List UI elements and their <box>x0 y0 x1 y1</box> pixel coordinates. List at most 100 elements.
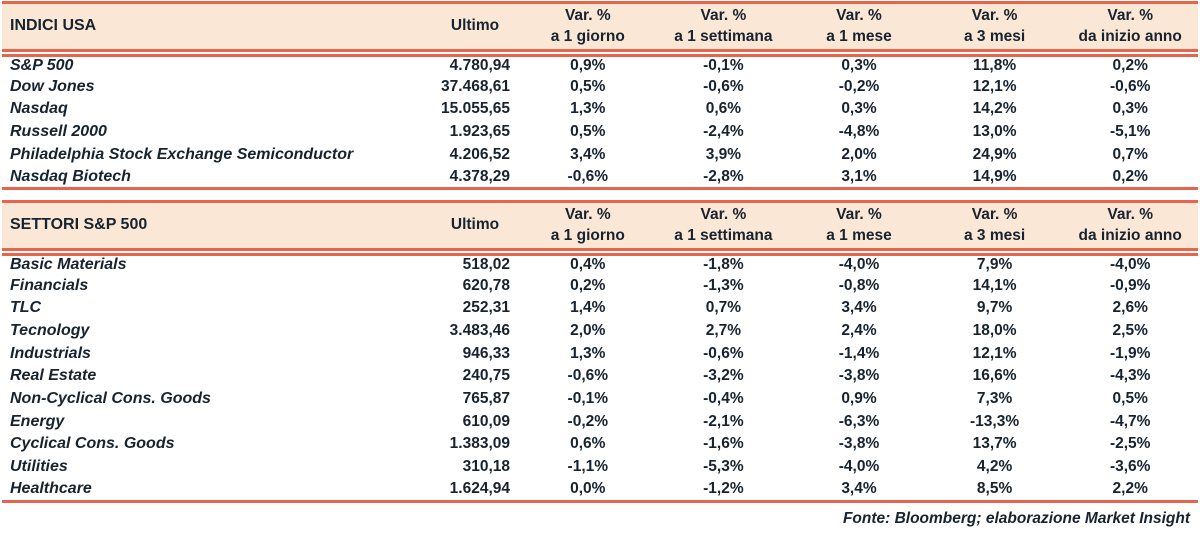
var-value: 0,4% <box>570 255 606 273</box>
ultimo-value: 3.483,46 <box>449 322 510 340</box>
var-value: -0,9% <box>1109 276 1151 294</box>
settori-sp500-body: Basic Materials 518,02 0,4% -1,8% -4,0% 7,9% -… <box>2 252 1198 503</box>
var-value: 14,2% <box>972 100 1017 118</box>
var-value: 8,5% <box>926 478 1063 503</box>
ultimo-value: 4.378,29 <box>430 165 520 191</box>
ultimo-value: 310,18 <box>462 458 510 476</box>
var-value: 3,9% <box>705 145 742 163</box>
table-row: TLC 252,31 1,4% 0,7% 3,4% 9,7% 2,6% <box>2 297 1198 320</box>
column-header-var-3-mesi: Var. % a 3 mesi <box>926 200 1063 256</box>
var-value: -4,0% <box>1109 255 1151 273</box>
row-name: Tecnology <box>10 322 90 340</box>
var-label: Var. % <box>971 206 1018 224</box>
var-value: -0,2% <box>838 77 880 95</box>
var-value: 0,7% <box>1112 145 1148 163</box>
var-value: 0,3% <box>841 56 877 74</box>
table-row: Healthcare 1.624,94 0,0% -1,2% 3,4% 8,5% 2,2% <box>2 478 1198 503</box>
var-value: 2,0% <box>841 145 877 163</box>
table-row: Dow Jones 37.468,61 0,5% -0,6% -0,2% 12,1% -0,… <box>2 75 1198 98</box>
row-name: TLC <box>10 299 42 317</box>
row-name: Nasdaq <box>10 100 68 118</box>
column-header-var-1-giorno: Var. % a 1 giorno <box>520 1 656 57</box>
row-name: Cyclical Cons. Goods <box>10 435 175 453</box>
var-value: 13,7% <box>972 435 1017 453</box>
var-value: 11,8% <box>973 56 1017 74</box>
var-value: -3,8% <box>838 435 880 453</box>
row-name: Real Estate <box>10 367 97 385</box>
var-value: 24,9% <box>972 145 1017 163</box>
period-label: a 3 mesi <box>963 28 1026 46</box>
var-value: 0,3% <box>1112 100 1148 118</box>
var-value: 0,2% <box>570 276 606 294</box>
table-row: Russell 2000 1.923,65 0,5% -2,4% -4,8% 13,0% -… <box>2 121 1198 144</box>
var-label: Var. % <box>564 7 611 25</box>
var-value: 0,2% <box>1112 56 1148 74</box>
var-label: Var. % <box>1107 206 1154 224</box>
var-value: 3,1% <box>791 165 927 191</box>
var-value: 4,2% <box>976 458 1013 476</box>
period-label: da inizio anno <box>1078 227 1182 245</box>
settori-sp500-header: SETTORI S&P 500 Ultimo Var. % a 1 giorno… <box>2 200 1198 256</box>
table-row: Nasdaq 15.055,65 1,3% 0,6% 0,3% 14,2% 0,3% <box>2 98 1198 121</box>
row-name: S&P 500 <box>10 56 74 74</box>
column-header-var-1-giorno: Var. % a 1 giorno <box>520 200 656 256</box>
table-row: Energy 610,09 -0,2% -2,1% -6,3% -13,3% -4,7% <box>2 410 1198 433</box>
row-name: Nasdaq Biotech <box>2 165 430 191</box>
var-value: -4,0% <box>838 458 880 476</box>
var-value: 3,4% <box>570 145 606 163</box>
table-title: INDICI USA <box>2 1 430 57</box>
var-label: Var. % <box>564 206 611 224</box>
period-label: a 1 settimana <box>674 28 773 46</box>
period-label: a 1 mese <box>826 227 892 245</box>
var-value: 3,4% <box>791 478 927 503</box>
ultimo-value: 1.383,09 <box>449 435 510 453</box>
table-row: Industrials 946,33 1,3% -0,6% -1,4% 12,1% -1,9… <box>2 342 1198 365</box>
ultimo-value: 610,09 <box>462 412 510 430</box>
column-header-var-1-settimana: Var. % a 1 settimana <box>655 1 792 57</box>
var-value: 3,4% <box>841 299 877 317</box>
ultimo-value: 1.624,94 <box>430 478 520 503</box>
var-value: -4,0% <box>838 255 880 273</box>
row-name: Non-Cyclical Cons. Goods <box>10 390 211 408</box>
var-value: -0,2% <box>567 412 609 430</box>
ultimo-value: 240,75 <box>462 367 510 385</box>
indici-usa-body: S&P 500 4.780,94 0,9% -0,1% 0,3% 11,8% 0,2% Dow… <box>2 53 1198 191</box>
column-header-ultimo: Ultimo <box>430 1 520 57</box>
row-name: Utilities <box>10 458 68 476</box>
ultimo-value: 15.055,65 <box>441 100 510 118</box>
var-value: 7,3% <box>976 390 1013 408</box>
var-value: 0,6% <box>570 435 606 453</box>
var-value: -6,3% <box>838 412 880 430</box>
var-value: 0,5% <box>1112 390 1148 408</box>
ultimo-value: 252,31 <box>462 299 510 317</box>
table-title: SETTORI S&P 500 <box>2 200 430 256</box>
indici-usa-table: INDICI USA Ultimo Var. % a 1 giorno Var.… <box>2 1 1198 191</box>
var-value: 0,2% <box>1062 165 1198 191</box>
var-value: 14,1% <box>972 276 1017 294</box>
var-value: 0,9% <box>841 390 877 408</box>
var-value: -4,7% <box>1109 412 1151 430</box>
var-value: 2,5% <box>1112 322 1148 340</box>
var-value: 2,6% <box>1112 299 1148 317</box>
var-value: 16,6% <box>972 367 1017 385</box>
table-row: Tecnology 3.483,46 2,0% 2,7% 2,4% 18,0% 2,5% <box>2 320 1198 343</box>
column-header-var-1-mese: Var. % a 1 mese <box>791 200 927 256</box>
table-row: Non-Cyclical Cons. Goods 765,87 -0,1% -0,4%… <box>2 388 1198 411</box>
var-value: 2,2% <box>1062 478 1198 503</box>
var-label: Var. % <box>836 7 882 25</box>
row-name: Industrials <box>10 344 91 362</box>
var-value: -5,3% <box>703 458 744 476</box>
var-value: -4,3% <box>1109 367 1151 385</box>
var-value: -2,5% <box>1109 435 1151 453</box>
var-value: -0,6% <box>703 344 744 362</box>
table-row: Basic Materials 518,02 0,4% -1,8% -4,0% 7,9% -… <box>2 252 1198 275</box>
var-value: -2,8% <box>655 165 792 191</box>
settori-sp500-table: SETTORI S&P 500 Ultimo Var. % a 1 giorno… <box>2 200 1198 503</box>
column-header-var-1-settimana: Var. % a 1 settimana <box>655 200 792 256</box>
var-value: 18,0% <box>972 322 1017 340</box>
var-value: 7,9% <box>976 255 1013 273</box>
var-value: 0,5% <box>570 77 606 95</box>
ultimo-value: 620,78 <box>462 276 510 294</box>
var-value: -1,4% <box>838 344 880 362</box>
column-header-var-3-mesi: Var. % a 3 mesi <box>926 1 1063 57</box>
